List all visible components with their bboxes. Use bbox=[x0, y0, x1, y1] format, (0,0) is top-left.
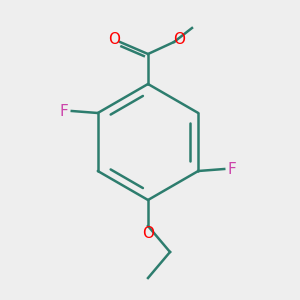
Text: O: O bbox=[142, 226, 154, 242]
Text: F: F bbox=[59, 103, 68, 118]
Text: O: O bbox=[173, 32, 185, 46]
Text: F: F bbox=[228, 161, 237, 176]
Text: O: O bbox=[108, 32, 120, 47]
